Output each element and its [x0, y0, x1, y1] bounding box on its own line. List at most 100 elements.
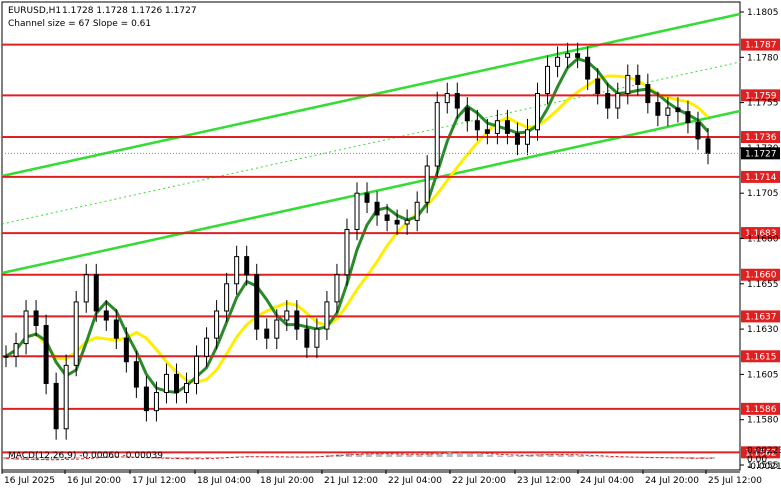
- macd-histogram-bar: [436, 452, 443, 457]
- macd-histogram-bar: [204, 457, 211, 459]
- candle-body: [595, 78, 601, 95]
- candle-body: [334, 274, 340, 303]
- price-level-tag: [741, 227, 780, 240]
- candle-body: [83, 274, 89, 303]
- candle-body: [504, 120, 510, 134]
- candle-body: [444, 93, 450, 104]
- candle-body: [605, 93, 611, 109]
- x-tick-label: 21 Jul 12:00: [324, 476, 378, 486]
- candle-body: [3, 355, 9, 358]
- candle-body: [153, 392, 159, 412]
- macd-histogram-bar: [63, 457, 70, 459]
- price-axis: 1.18051.17801.17551.17301.17051.16801.16…: [2, 8, 780, 471]
- candle-body: [63, 364, 69, 430]
- macd-histogram-bar: [73, 457, 80, 458]
- slow-moving-average: [5, 74, 710, 384]
- macd-histogram-bar: [53, 457, 60, 460]
- candle-body: [284, 310, 290, 321]
- candle-body: [635, 74, 641, 85]
- macd-histogram-bar: [446, 452, 453, 457]
- candle-body: [414, 201, 420, 221]
- y-tick-label: 1.1680: [747, 235, 779, 245]
- x-tick-label: 24 Jul 04:00: [580, 476, 634, 486]
- macd-histogram-bar: [43, 457, 50, 460]
- price-level-tag: [741, 38, 780, 51]
- candle-body: [73, 301, 79, 366]
- symbol-label: EURUSD,H1: [8, 6, 61, 16]
- candle-body: [514, 132, 520, 145]
- candle-body: [143, 386, 149, 412]
- candle-body: [374, 201, 380, 216]
- x-tick-label: 18 Jul 04:00: [197, 476, 251, 486]
- candle-body: [184, 382, 190, 394]
- channel-lower-line: [1, 109, 741, 275]
- macd-y-tick-label: 0.00223: [747, 446, 781, 456]
- candle-body: [454, 93, 460, 109]
- candle-body: [565, 53, 571, 58]
- candle-body: [575, 53, 581, 58]
- macd-histogram-bar: [83, 457, 90, 458]
- macd-histogram-bar: [517, 455, 524, 457]
- time-axis: 16 Jul 2025 16 Jul 20:00 17 Jul 12:00 18 Ju…: [1, 470, 762, 486]
- candle-body: [494, 120, 500, 134]
- price-level-tag: [741, 131, 780, 144]
- macd-histogram-bar: [275, 457, 282, 458]
- y-tick-label: 1.1555: [747, 461, 779, 471]
- macd-histogram-bar: [396, 454, 403, 457]
- macd-histogram-bar: [567, 454, 574, 457]
- macd-histogram-bar: [386, 454, 393, 457]
- x-tick-label: 24 Jul 20:00: [645, 476, 699, 486]
- price-level-tag: [741, 89, 780, 102]
- macd-histogram-bar: [537, 454, 544, 457]
- fast-moving-average: [5, 57, 710, 395]
- macd-histogram-bar: [507, 455, 514, 457]
- macd-histogram-bar: [587, 456, 594, 457]
- candle-body: [173, 373, 179, 394]
- x-tick-label: 18 Jul 20:00: [260, 476, 314, 486]
- price-level-label: 1.1736: [745, 133, 777, 143]
- candle-body: [133, 361, 139, 388]
- candle-body: [204, 337, 210, 357]
- candle-body: [234, 256, 240, 285]
- candle-body: [625, 74, 631, 95]
- candle-body: [364, 192, 370, 203]
- macd-histogram-bar: [33, 457, 40, 461]
- macd-signal-line: [5, 452, 712, 461]
- macd-histogram-bar: [214, 457, 221, 458]
- candle-body: [705, 138, 711, 154]
- macd-histogram-bar: [234, 456, 241, 457]
- price-level-label: 1.1714: [745, 173, 777, 183]
- macd-histogram-bar: [366, 453, 373, 457]
- price-level-label: 1.1787: [745, 41, 777, 51]
- candle-body: [424, 165, 430, 203]
- channel-info: Channel size = 67 Slope = 0.61: [8, 19, 151, 29]
- candle-body: [384, 214, 390, 221]
- price-level-tag: [741, 402, 780, 415]
- candle-body: [665, 107, 671, 116]
- price-level-label: 1.1683: [745, 229, 777, 239]
- price-level-label: 1.1562: [745, 448, 777, 458]
- candle-body: [214, 310, 220, 339]
- macd-histogram-bar: [426, 453, 433, 457]
- y-tick-label: 1.1605: [747, 370, 779, 380]
- candle-body: [314, 328, 320, 348]
- candle-body: [524, 129, 530, 145]
- candle-body: [404, 219, 410, 225]
- x-tick-label: 22 Jul 20:00: [452, 476, 506, 486]
- macd-histogram-bar: [466, 453, 473, 457]
- macd-histogram-bar: [406, 454, 413, 457]
- candle-body: [464, 107, 470, 122]
- candle-body: [484, 129, 490, 134]
- macd-histogram-bar: [598, 456, 605, 458]
- price-level-tag: [741, 170, 780, 183]
- current-price-label: 1.1727: [745, 149, 777, 159]
- candle-body: [394, 219, 400, 225]
- y-tick-label: 1.1805: [747, 8, 779, 18]
- macd-histogram-bar: [547, 454, 554, 457]
- macd-y-tick-label: 0.00: [747, 455, 767, 465]
- macd-histogram-bar: [618, 457, 625, 458]
- macd-y-tick-label: -0.00217: [747, 462, 781, 472]
- y-tick-label: 1.1705: [747, 189, 779, 199]
- macd-label: MACD(12,26,9) -0.00060 -0.00039: [8, 451, 163, 461]
- candle-body: [23, 310, 29, 345]
